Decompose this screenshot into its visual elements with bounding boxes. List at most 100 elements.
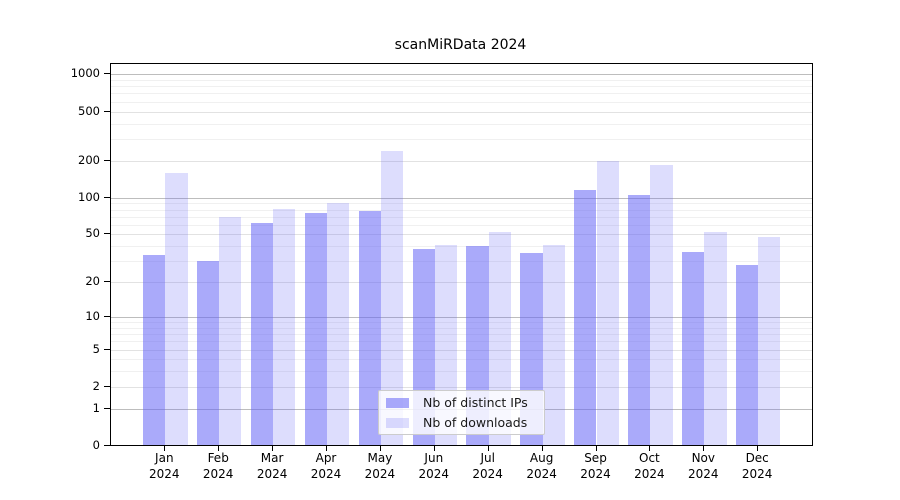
y-tick-label-50: 50 <box>85 226 100 241</box>
gridline-40 <box>111 246 812 248</box>
y-tick-mark-500 <box>104 110 110 112</box>
gridline-400 <box>111 123 812 125</box>
x-tick-label-jul: Jul 2024 <box>472 451 503 481</box>
legend-swatch-distinct-ips <box>386 397 409 408</box>
x-tick-mark-sep <box>595 445 597 451</box>
gridline-100 <box>111 197 812 199</box>
gridline-4 <box>111 359 812 361</box>
x-tick-label-feb: Feb 2024 <box>202 451 234 481</box>
legend: Nb of distinct IPs Nb of downloads <box>378 390 545 435</box>
bar-downloads-mar <box>273 208 296 445</box>
bar-distinct-ips-jan <box>143 254 166 445</box>
x-tick-mark-apr <box>326 445 327 451</box>
bar-downloads-feb <box>219 216 242 445</box>
y-tick-mark-1 <box>104 407 110 409</box>
x-tick-label-oct: Oct 2024 <box>634 451 665 481</box>
bar-distinct-ips-nov <box>682 251 705 445</box>
x-tick-label-nov: Nov 2024 <box>688 451 719 481</box>
y-tick-mark-50 <box>104 233 110 235</box>
x-tick-mark-nov <box>703 445 705 451</box>
gridline-60 <box>111 224 812 226</box>
legend-item-distinct-ips: Nb of distinct IPs <box>386 394 544 411</box>
x-tick-mark-jun <box>433 445 435 451</box>
y-tick-label-10: 10 <box>85 309 100 323</box>
y-tick-label-100: 100 <box>78 189 100 204</box>
y-tick-mark-2 <box>104 385 110 387</box>
gridline-2 <box>111 386 812 388</box>
x-tick-label-jan: Jan 2024 <box>149 451 180 481</box>
bar-downloads-may <box>380 150 404 445</box>
bar-downloads-sep <box>596 160 619 445</box>
bar-distinct-ips-mar <box>250 223 274 445</box>
bar-distinct-ips-dec <box>735 264 759 445</box>
legend-item-downloads: Nb of downloads <box>386 414 544 431</box>
gridline-300 <box>111 138 812 140</box>
legend-label-distinct-ips: Nb of distinct IPs <box>423 395 528 410</box>
gridline-80 <box>111 209 812 211</box>
bar-downloads-aug <box>542 244 565 445</box>
bar-downloads-dec <box>758 236 781 445</box>
x-tick-label-dec: Dec 2024 <box>741 451 773 481</box>
y-tick-label-2: 2 <box>92 378 100 393</box>
x-tick-mark-dec <box>757 445 759 451</box>
bar-distinct-ips-apr <box>304 213 327 445</box>
x-tick-mark-jan <box>164 445 166 451</box>
x-tick-label-aug: Aug 2024 <box>526 451 557 481</box>
bar-distinct-ips-feb <box>196 261 220 445</box>
x-tick-label-mar: Mar 2024 <box>256 451 288 481</box>
gridline-800 <box>111 86 812 88</box>
x-tick-mark-aug <box>541 445 543 451</box>
y-tick-label-500: 500 <box>78 103 100 118</box>
plot-panel: Nb of distinct IPs Nb of downloads <box>110 63 813 446</box>
y-tick-label-5: 5 <box>92 341 100 356</box>
y-tick-label-0: 0 <box>92 438 100 452</box>
y-tick-mark-20 <box>104 281 110 283</box>
x-tick-mark-may <box>379 445 381 451</box>
y-tick-mark-0 <box>104 445 110 446</box>
gridline-10 <box>111 317 812 318</box>
bar-distinct-ips-sep <box>574 190 597 445</box>
gridline-900 <box>111 79 812 81</box>
x-tick-label-may: May 2024 <box>364 451 396 481</box>
gridline-700 <box>111 93 812 95</box>
gridline-500 <box>111 111 812 113</box>
gridline-8 <box>111 327 812 329</box>
bar-distinct-ips-may <box>358 210 381 445</box>
gridline-70 <box>111 216 812 218</box>
x-tick-label-sep: Sep 2024 <box>580 451 611 481</box>
chart-title: scanMiRData 2024 <box>394 37 527 53</box>
gridline-1000 <box>111 74 812 76</box>
bar-downloads-jan <box>165 172 188 445</box>
gridline-30 <box>111 261 812 263</box>
legend-label-downloads: Nb of downloads <box>423 415 528 430</box>
x-tick-label-jun: Jun 2024 <box>418 451 450 481</box>
legend-swatch-downloads <box>386 417 409 428</box>
x-tick-mark-feb <box>218 445 220 451</box>
y-tick-label-1000: 1000 <box>70 66 100 81</box>
gridline-90 <box>111 203 812 205</box>
gridline-5 <box>111 349 812 351</box>
x-tick-mark-jul <box>487 445 489 451</box>
y-tick-mark-5 <box>104 348 110 350</box>
x-tick-label-apr: Apr 2024 <box>310 451 342 481</box>
x-tick-mark-mar <box>272 445 274 451</box>
bar-distinct-ips-oct <box>628 195 651 445</box>
gridline-3 <box>111 371 812 373</box>
gridline-200 <box>111 160 812 162</box>
y-tick-label-20: 20 <box>85 274 100 289</box>
x-tick-mark-oct <box>649 445 651 451</box>
bar-downloads-apr <box>327 202 350 445</box>
y-tick-label-1: 1 <box>92 400 100 415</box>
gridline-7 <box>111 334 812 336</box>
y-tick-mark-1000 <box>104 73 110 75</box>
bar-downloads-nov <box>704 232 727 445</box>
gridline-9 <box>111 322 812 324</box>
y-tick-label-200: 200 <box>78 152 100 167</box>
gridline-6 <box>111 341 812 343</box>
y-tick-mark-200 <box>104 159 110 161</box>
gridline-600 <box>111 101 812 103</box>
gridline-50 <box>111 234 812 236</box>
y-tick-mark-10 <box>104 316 110 317</box>
bar-downloads-oct <box>650 164 673 445</box>
